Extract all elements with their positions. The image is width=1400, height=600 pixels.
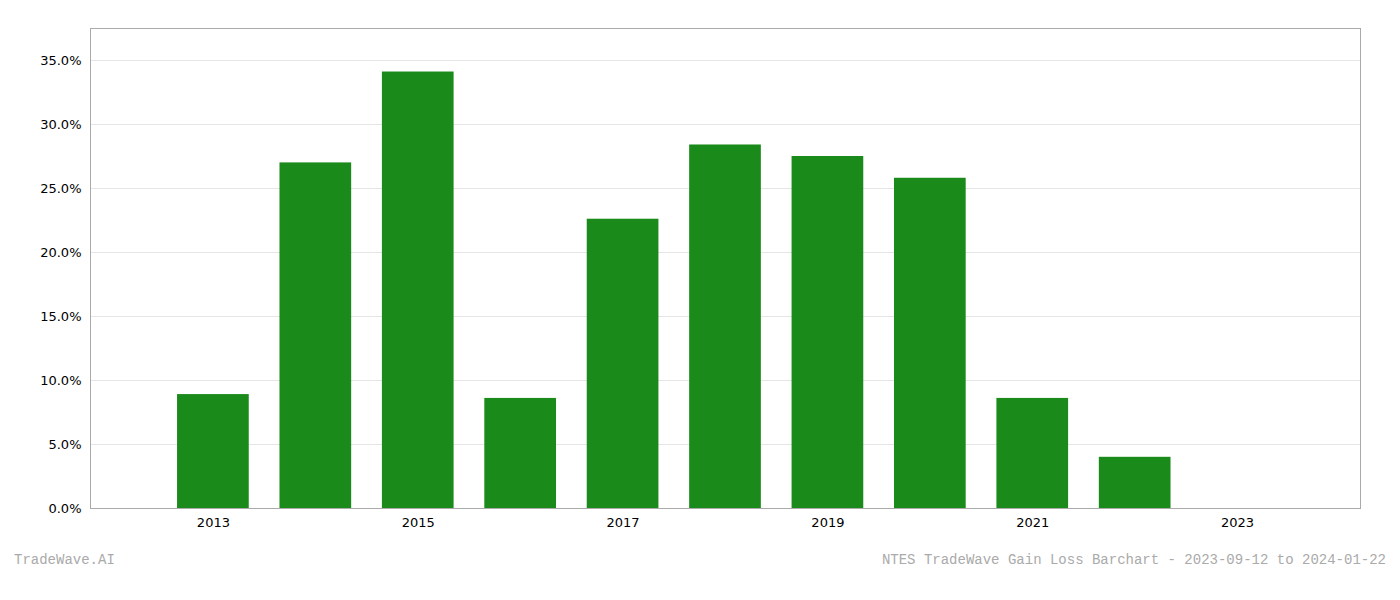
svg-text:30.0%: 30.0% bbox=[40, 117, 81, 132]
svg-text:35.0%: 35.0% bbox=[40, 53, 81, 68]
svg-text:2023: 2023 bbox=[1221, 515, 1254, 530]
svg-text:2021: 2021 bbox=[1016, 515, 1049, 530]
html-text:NTES TradeWave Gain Loss Barch: NTES TradeWave Gain Loss Barchart - 2023… bbox=[881, 552, 1386, 568]
svg-text:5.0%: 5.0% bbox=[48, 437, 81, 452]
svg-text:2015: 2015 bbox=[402, 515, 435, 530]
svg-text:2017: 2017 bbox=[607, 515, 640, 530]
svg-text:2019: 2019 bbox=[811, 515, 844, 530]
svg-text:25.0%: 25.0% bbox=[40, 181, 81, 196]
svg-text:2013: 2013 bbox=[197, 515, 230, 530]
svg-text:15.0%: 15.0% bbox=[40, 309, 81, 324]
svg-text:20.0%: 20.0% bbox=[40, 245, 81, 260]
svg-text:10.0%: 10.0% bbox=[40, 373, 81, 388]
html-text:TradeWave.AI: TradeWave.AI bbox=[14, 552, 115, 568]
svg-text:0.0%: 0.0% bbox=[48, 501, 81, 516]
